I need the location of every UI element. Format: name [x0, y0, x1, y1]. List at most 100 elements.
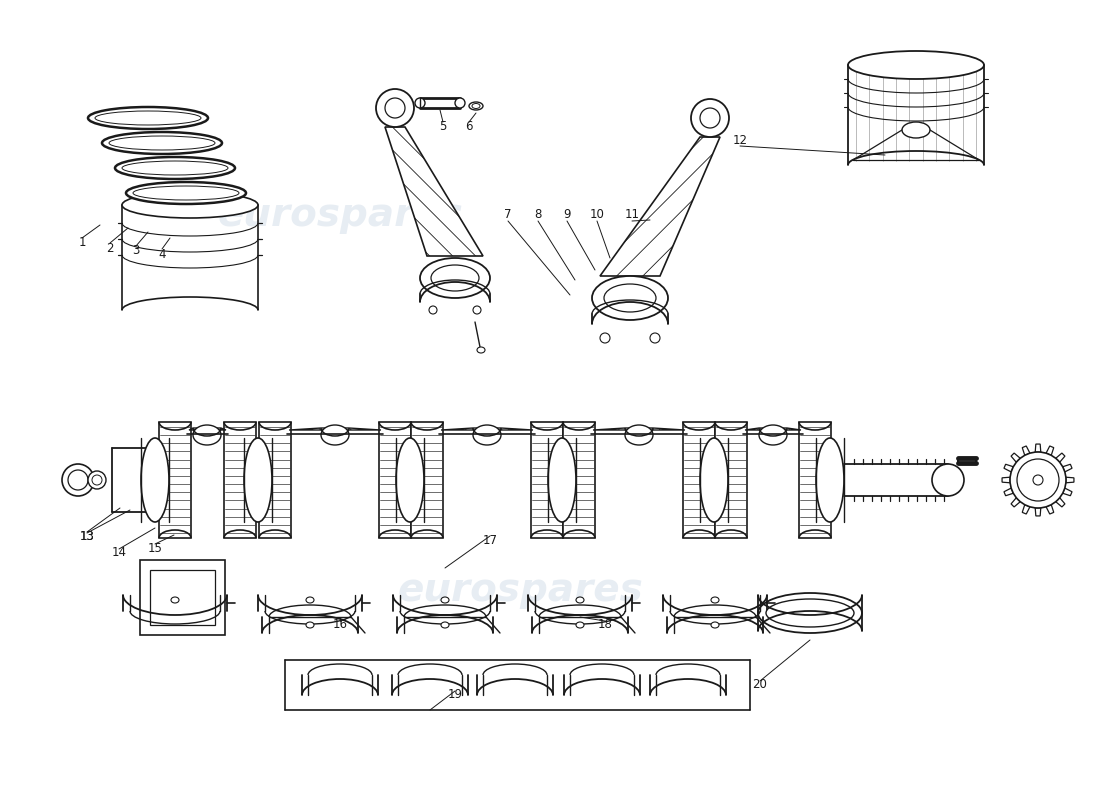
Ellipse shape: [477, 347, 485, 353]
Ellipse shape: [62, 464, 94, 496]
Polygon shape: [1022, 446, 1030, 455]
Polygon shape: [1063, 464, 1072, 472]
Polygon shape: [150, 570, 214, 625]
Polygon shape: [1011, 498, 1021, 507]
Text: 6: 6: [465, 121, 473, 134]
Ellipse shape: [816, 438, 844, 522]
Ellipse shape: [711, 597, 719, 603]
Polygon shape: [1035, 508, 1041, 516]
Text: 17: 17: [483, 534, 497, 546]
Polygon shape: [1011, 453, 1021, 462]
Ellipse shape: [88, 107, 208, 129]
Ellipse shape: [170, 597, 179, 603]
Ellipse shape: [576, 597, 584, 603]
Text: 18: 18: [597, 618, 613, 631]
Polygon shape: [1066, 478, 1074, 482]
Ellipse shape: [126, 182, 246, 204]
Text: 16: 16: [332, 618, 348, 631]
Polygon shape: [1063, 488, 1072, 496]
Ellipse shape: [133, 186, 239, 200]
Ellipse shape: [902, 122, 930, 138]
Polygon shape: [600, 137, 720, 276]
Ellipse shape: [122, 192, 258, 218]
Ellipse shape: [429, 306, 437, 314]
Polygon shape: [715, 422, 747, 538]
Ellipse shape: [192, 425, 221, 445]
Ellipse shape: [95, 111, 201, 125]
Text: 11: 11: [625, 209, 639, 222]
Ellipse shape: [306, 597, 313, 603]
Ellipse shape: [600, 333, 610, 343]
Ellipse shape: [455, 98, 465, 108]
Text: 13: 13: [79, 530, 95, 543]
Ellipse shape: [759, 425, 786, 445]
Text: 1: 1: [78, 237, 86, 250]
Text: 3: 3: [132, 245, 140, 258]
Ellipse shape: [321, 425, 349, 445]
Ellipse shape: [650, 333, 660, 343]
Ellipse shape: [592, 276, 668, 320]
Polygon shape: [1046, 505, 1054, 514]
Polygon shape: [160, 422, 191, 538]
Text: 20: 20: [752, 678, 768, 691]
Polygon shape: [258, 422, 292, 538]
Ellipse shape: [472, 103, 480, 109]
Ellipse shape: [415, 98, 425, 108]
Text: 7: 7: [504, 209, 512, 222]
Ellipse shape: [109, 136, 214, 150]
Ellipse shape: [396, 438, 424, 522]
Polygon shape: [224, 422, 256, 538]
Ellipse shape: [68, 470, 88, 490]
Ellipse shape: [92, 475, 102, 485]
Ellipse shape: [122, 161, 228, 175]
Ellipse shape: [1010, 452, 1066, 508]
Polygon shape: [189, 428, 226, 430]
Text: eurospares: eurospares: [397, 571, 642, 609]
Polygon shape: [411, 422, 443, 538]
Ellipse shape: [376, 89, 414, 127]
Ellipse shape: [473, 306, 481, 314]
Polygon shape: [1022, 505, 1030, 514]
Text: 5: 5: [439, 121, 447, 134]
Text: 12: 12: [733, 134, 748, 146]
Ellipse shape: [441, 622, 449, 628]
Ellipse shape: [420, 258, 490, 298]
Ellipse shape: [441, 597, 449, 603]
Polygon shape: [441, 428, 534, 430]
Ellipse shape: [711, 622, 719, 628]
Polygon shape: [1056, 453, 1065, 462]
Ellipse shape: [1033, 475, 1043, 485]
Text: 4: 4: [158, 247, 166, 261]
Text: 15: 15: [147, 542, 163, 554]
Text: eurospares: eurospares: [217, 196, 463, 234]
Ellipse shape: [88, 471, 106, 489]
Ellipse shape: [604, 284, 656, 312]
Ellipse shape: [306, 622, 313, 628]
Ellipse shape: [1018, 459, 1059, 501]
Ellipse shape: [700, 438, 728, 522]
Polygon shape: [379, 422, 411, 538]
Ellipse shape: [848, 51, 984, 79]
Ellipse shape: [932, 464, 964, 496]
Polygon shape: [531, 422, 563, 538]
Ellipse shape: [473, 425, 500, 445]
Polygon shape: [1056, 498, 1065, 507]
Polygon shape: [799, 422, 830, 538]
Polygon shape: [289, 428, 381, 430]
Polygon shape: [683, 422, 715, 538]
Text: 9: 9: [563, 209, 571, 222]
Ellipse shape: [548, 438, 576, 522]
Text: 13: 13: [79, 530, 95, 543]
Ellipse shape: [431, 265, 478, 291]
Polygon shape: [1002, 478, 1010, 482]
Text: 19: 19: [448, 689, 462, 702]
Ellipse shape: [244, 438, 272, 522]
Polygon shape: [745, 428, 801, 430]
Polygon shape: [1035, 444, 1041, 452]
Ellipse shape: [576, 622, 584, 628]
Polygon shape: [385, 127, 483, 256]
Ellipse shape: [141, 438, 169, 522]
Polygon shape: [1046, 446, 1054, 455]
Text: 10: 10: [590, 209, 604, 222]
Text: 14: 14: [111, 546, 126, 559]
